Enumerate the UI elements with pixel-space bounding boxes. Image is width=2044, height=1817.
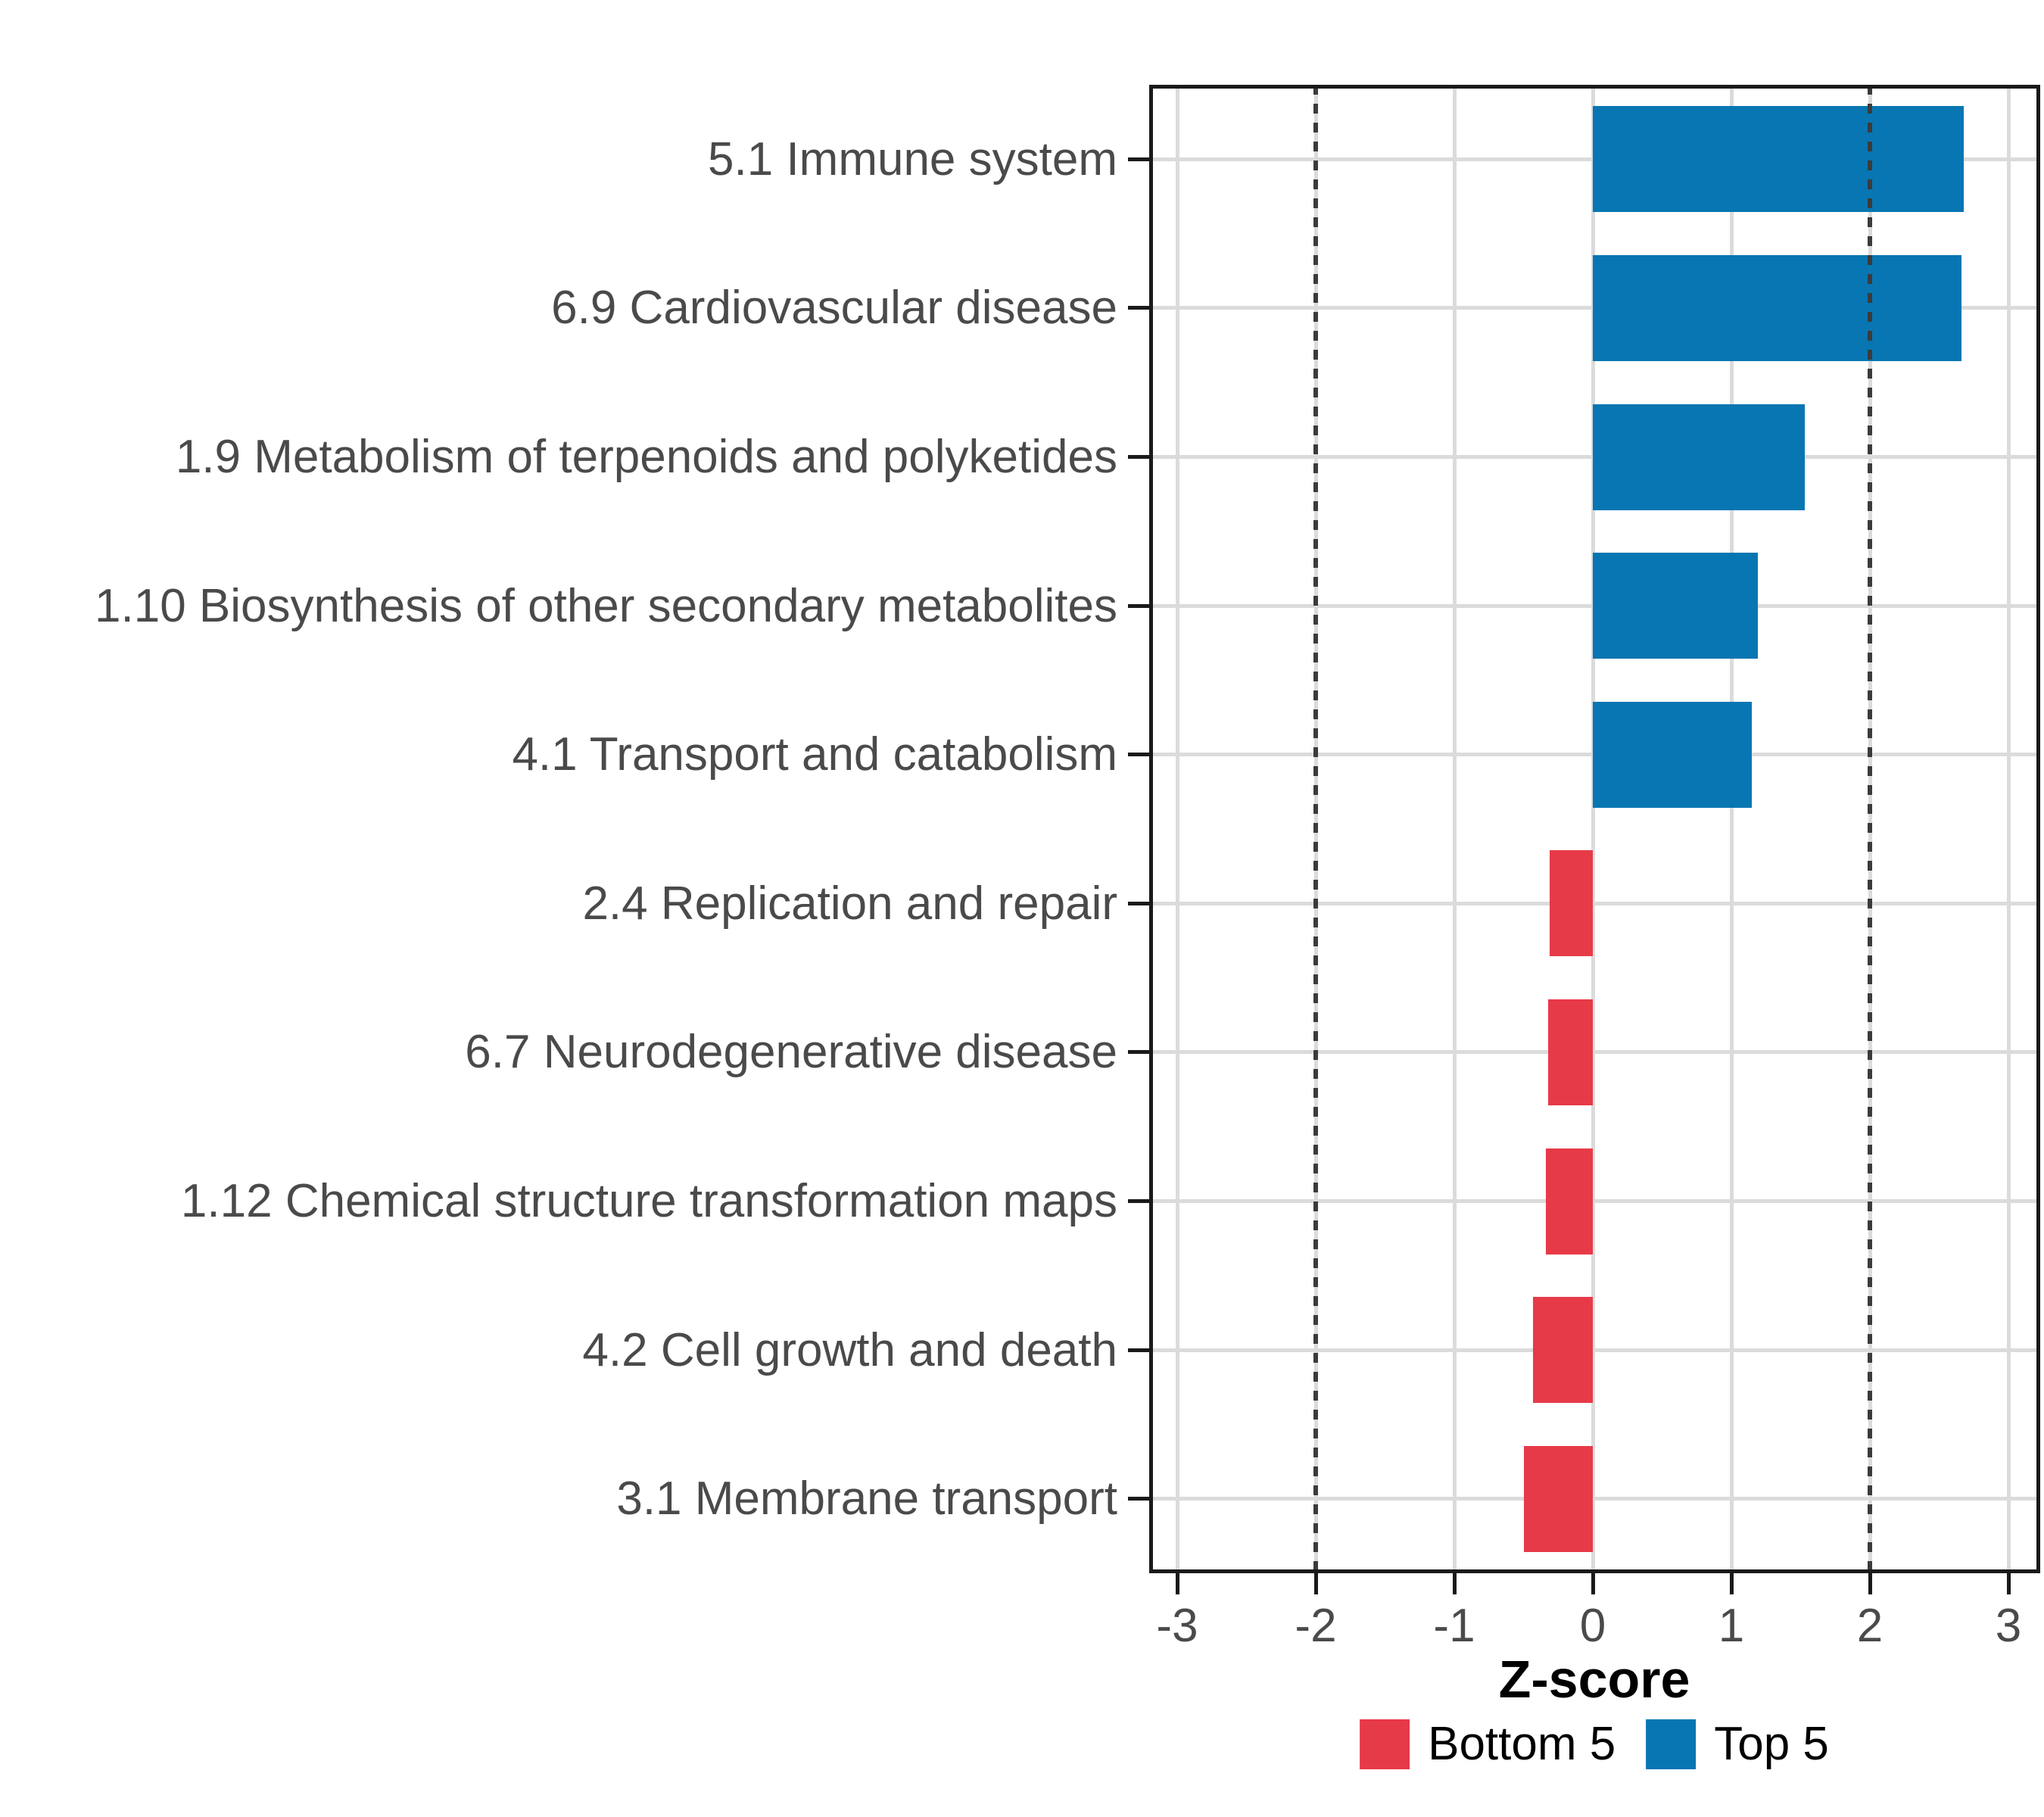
y-axis-label: 6.7 Neurodegenerative disease: [465, 1026, 1117, 1079]
y-gridline: [1149, 1348, 2040, 1352]
x-tick: [1868, 1573, 1872, 1594]
legend-label: Top 5: [1714, 1718, 1829, 1770]
bar: [1545, 1148, 1593, 1254]
x-tick: [1313, 1573, 1318, 1594]
y-axis-label: 6.9 Cardiovascular disease: [551, 282, 1117, 335]
bar: [1593, 701, 1753, 808]
x-tick: [1175, 1573, 1179, 1594]
y-axis-label: 3.1 Membrane transport: [616, 1473, 1117, 1526]
y-tick: [1128, 306, 1149, 310]
legend-label: Bottom 5: [1428, 1718, 1616, 1770]
y-axis-label: 4.1 Transport and catabolism: [512, 728, 1117, 781]
x-axis-tick-label: -2: [1295, 1600, 1337, 1652]
y-tick: [1128, 753, 1149, 757]
y-tick: [1128, 901, 1149, 905]
bar: [1593, 254, 1961, 361]
x-gridline: [2006, 85, 2011, 1573]
y-axis-label: 1.9 Metabolism of terpenoids and polyket…: [175, 431, 1117, 483]
x-tick: [1729, 1573, 1734, 1594]
y-tick: [1128, 1348, 1149, 1352]
legend: Bottom 5 Top 5: [1360, 1717, 1829, 1771]
y-tick: [1128, 1050, 1149, 1055]
reference-line: [1313, 85, 1318, 1573]
x-axis-title: Z-score: [1498, 1650, 1690, 1709]
x-axis-tick-label: -3: [1156, 1600, 1198, 1652]
y-gridline: [1149, 901, 2040, 905]
y-axis-label: 2.4 Replication and repair: [582, 877, 1117, 930]
x-tick: [2006, 1573, 2011, 1594]
y-tick: [1128, 1497, 1149, 1501]
x-axis-tick-label: -1: [1433, 1600, 1475, 1652]
bar: [1550, 850, 1593, 957]
y-axis-label: 1.12 Chemical structure transformation m…: [180, 1175, 1117, 1227]
x-axis-tick-label: 1: [1718, 1600, 1745, 1652]
bar: [1523, 1445, 1593, 1552]
y-axis-label: 5.1 Immune system: [708, 132, 1117, 185]
y-axis-label: 1.10 Biosynthesis of other secondary met…: [95, 579, 1117, 632]
bar: [1533, 1297, 1593, 1404]
y-gridline: [1149, 1497, 2040, 1501]
legend-item: Top 5: [1646, 1717, 1829, 1771]
legend-swatch: [1646, 1719, 1697, 1769]
x-tick: [1452, 1573, 1457, 1594]
y-tick: [1128, 455, 1149, 459]
legend-item: Bottom 5: [1360, 1717, 1616, 1771]
y-axis-label: 4.2 Cell growth and death: [582, 1323, 1117, 1376]
y-tick: [1128, 1199, 1149, 1203]
bar: [1593, 106, 1965, 213]
bar: [1593, 404, 1805, 510]
reference-line: [1868, 85, 1872, 1573]
y-gridline: [1149, 1050, 2040, 1055]
x-axis-tick-label: 0: [1579, 1600, 1606, 1652]
x-gridline: [1591, 85, 1595, 1573]
x-gridline: [1175, 85, 1179, 1573]
x-gridline: [1729, 85, 1734, 1573]
y-gridline: [1149, 1199, 2040, 1203]
x-axis-tick-label: 2: [1856, 1600, 1884, 1652]
bar: [1548, 999, 1593, 1105]
y-tick: [1128, 603, 1149, 608]
x-tick: [1591, 1573, 1595, 1594]
y-tick: [1128, 157, 1149, 161]
x-axis-tick-label: 3: [1995, 1600, 2022, 1652]
bar: [1593, 553, 1758, 659]
x-gridline: [1452, 85, 1457, 1573]
legend-swatch: [1360, 1719, 1410, 1769]
